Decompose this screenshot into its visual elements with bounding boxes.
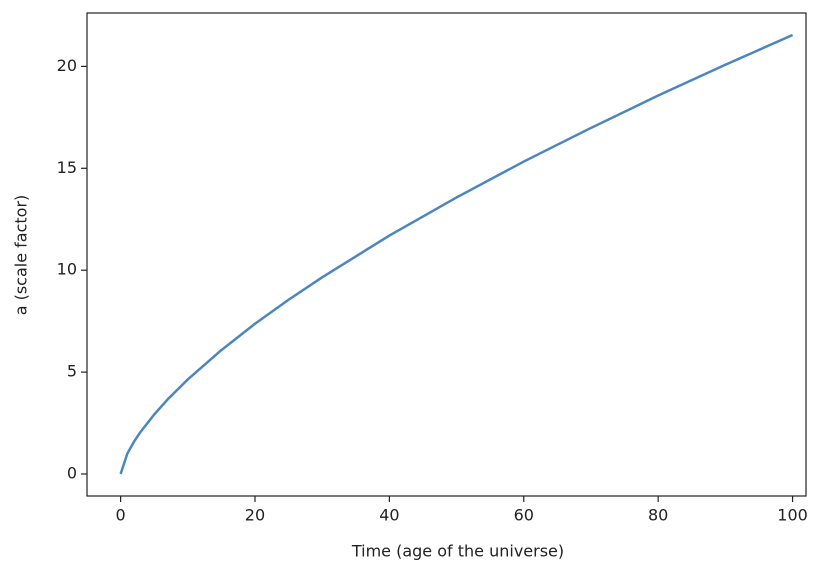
x-axis-label: Time (age of the universe) xyxy=(351,542,564,561)
y-tick-label: 20 xyxy=(57,56,77,75)
x-tick-label: 20 xyxy=(245,506,265,525)
line xyxy=(119,33,794,475)
x-tick-label: 40 xyxy=(379,506,399,525)
x-tick-label: 0 xyxy=(116,506,126,525)
x-tick-label: 80 xyxy=(648,506,668,525)
x-tick-label: 100 xyxy=(777,506,808,525)
y-tick-label: 5 xyxy=(67,362,77,381)
axes-frame xyxy=(86,12,807,497)
y-tick-label: 15 xyxy=(57,158,77,177)
y-axis-label: a (scale factor) xyxy=(12,195,31,316)
y-tick-label: 10 xyxy=(57,260,77,279)
y-tick-label: 0 xyxy=(67,463,77,482)
x-tick-label: 60 xyxy=(514,506,534,525)
